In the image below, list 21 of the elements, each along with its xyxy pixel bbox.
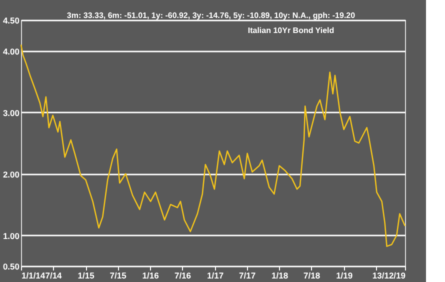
x-tick-label: 7/16 — [174, 270, 192, 280]
y-tick-label: 4.50 — [2, 16, 20, 26]
y-tick-label: 2.00 — [2, 169, 20, 180]
chart-subtitle: 3m: 33.33, 6m: -51.01, 1y: -60.92, 3y: -14.76, 5y: -10.89, 10y: N.A., gph: -19.20 — [66, 11, 356, 20]
x-tick-label: 7/18 — [304, 270, 320, 280]
y-tick-label: 1.00 — [2, 230, 20, 241]
x-tick-label: 1/1/14 — [22, 270, 46, 280]
x-tick-label: 7/15 — [110, 270, 127, 280]
y-tick-label: 3.00 — [2, 108, 20, 118]
x-tick-label: 1/18 — [272, 270, 288, 280]
line-series — [20, 44, 406, 247]
x-tick-label: 1/16 — [142, 270, 160, 280]
x-tick-label: 1/17 — [206, 270, 224, 280]
x-tick-label: 1/19 — [336, 270, 353, 280]
x-tick-label: 7/14 — [45, 270, 62, 280]
x-tick-label: 7/17 — [238, 270, 256, 280]
y-tick-label: 4.00 — [2, 46, 20, 56]
y-tick-label: 0.50 — [2, 262, 20, 272]
x-tick-label: 1/15 — [78, 270, 95, 280]
text: Italian 10Yr Bond Yield — [248, 26, 334, 35]
x-tick-label: 13/12/19 — [372, 270, 406, 280]
